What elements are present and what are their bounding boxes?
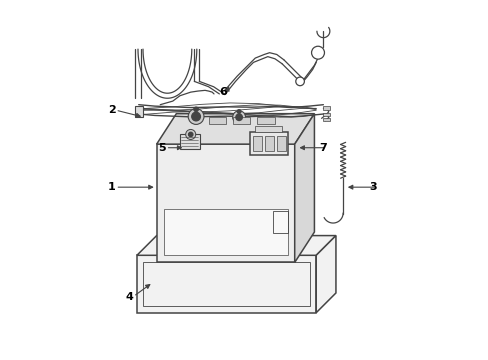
Bar — [253, 136, 262, 150]
Text: 3: 3 — [369, 182, 377, 192]
Polygon shape — [294, 114, 314, 262]
Circle shape — [232, 111, 245, 124]
Bar — [323, 107, 329, 110]
Bar — [273, 211, 287, 233]
Bar — [135, 106, 142, 117]
Text: 1: 1 — [108, 182, 116, 192]
Circle shape — [311, 46, 324, 59]
Polygon shape — [156, 144, 294, 262]
Circle shape — [237, 110, 241, 113]
Polygon shape — [137, 235, 335, 255]
Polygon shape — [137, 255, 316, 313]
Text: 2: 2 — [108, 105, 116, 115]
Bar — [180, 134, 199, 149]
Bar — [233, 117, 250, 125]
Text: 4: 4 — [125, 292, 133, 302]
Bar — [255, 126, 282, 132]
Bar — [257, 117, 274, 125]
Polygon shape — [156, 114, 314, 144]
Bar — [323, 118, 329, 121]
Circle shape — [188, 132, 192, 136]
Text: 6: 6 — [219, 87, 226, 97]
Polygon shape — [316, 235, 335, 313]
Text: 5: 5 — [158, 143, 165, 153]
Circle shape — [235, 114, 242, 121]
Circle shape — [194, 107, 198, 112]
Circle shape — [295, 77, 304, 86]
Bar — [277, 136, 285, 150]
Text: 7: 7 — [319, 143, 326, 153]
Circle shape — [188, 109, 203, 125]
Circle shape — [191, 112, 200, 121]
Polygon shape — [163, 209, 287, 255]
Circle shape — [185, 130, 195, 139]
Bar — [265, 136, 274, 150]
Bar — [249, 132, 287, 155]
Bar — [323, 113, 329, 116]
Bar — [208, 117, 225, 125]
